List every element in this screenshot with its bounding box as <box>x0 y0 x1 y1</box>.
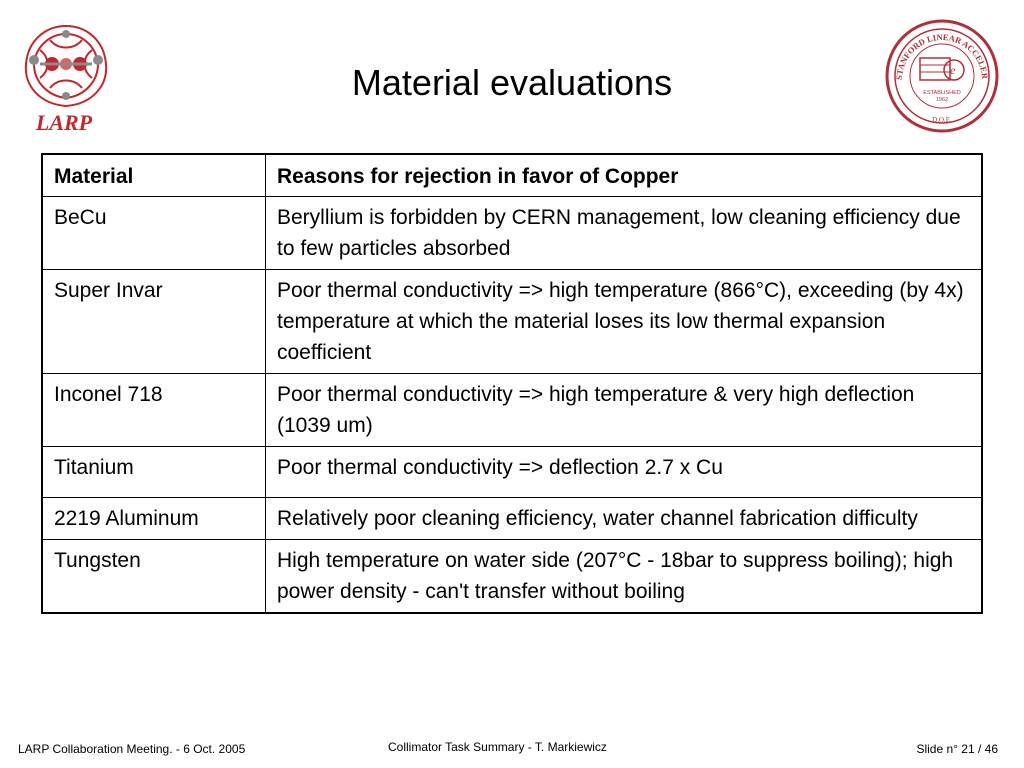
larp-logo-text: LARP <box>35 110 93 135</box>
material-cell: Tungsten <box>41 539 266 614</box>
table-row: Super Invar Poor thermal conductivity =>… <box>41 269 983 374</box>
slac-seal: STANFORD LINEAR ACCELERATOR CENTER e EST… <box>884 18 999 133</box>
table-row: Inconel 718 Poor thermal conductivity =>… <box>41 373 983 447</box>
reason-cell: High temperature on water side (207°C - … <box>265 539 983 614</box>
material-table: Material Reasons for rejection in favor … <box>41 153 983 614</box>
footer-slide-number: Slide n° 21 / 46 <box>916 742 998 756</box>
table-header-row: Material Reasons for rejection in favor … <box>41 153 983 197</box>
material-cell: Inconel 718 <box>41 373 266 447</box>
reason-cell: Poor thermal conductivity => deflection … <box>265 446 983 498</box>
column-header-reasons: Reasons for rejection in favor of Copper <box>265 153 983 197</box>
column-header-material: Material <box>41 153 266 197</box>
slide-title: Material evaluations <box>351 62 673 103</box>
svg-text:e: e <box>950 63 956 77</box>
table-row: BeCu Beryllium is forbidden by CERN mana… <box>41 196 983 270</box>
reason-cell: Beryllium is forbidden by CERN managemen… <box>265 196 983 270</box>
svg-text:1962: 1962 <box>936 97 948 103</box>
material-cell: Titanium <box>41 446 266 498</box>
reason-cell: Poor thermal conductivity => high temper… <box>265 373 983 447</box>
material-cell: Super Invar <box>41 269 266 374</box>
reason-cell: Relatively poor cleaning efficiency, wat… <box>265 497 983 540</box>
larp-logo <box>24 24 108 108</box>
table-row: 2219 Aluminum Relatively poor cleaning e… <box>41 497 983 540</box>
footer-meeting: LARP Collaboration Meeting. - 6 Oct. 200… <box>18 742 246 756</box>
reason-cell: Poor thermal conductivity => high temper… <box>265 269 983 374</box>
footer-talk-title: Collimator Task Summary - T. Markiewicz <box>388 740 607 754</box>
material-cell: 2219 Aluminum <box>41 497 266 540</box>
material-cell: BeCu <box>41 196 266 270</box>
svg-text:D.O.E.: D.O.E. <box>932 116 952 124</box>
svg-text:ESTABLISHED: ESTABLISHED <box>923 90 961 96</box>
table-row: Tungsten High temperature on water side … <box>41 539 983 614</box>
table-row: Titanium Poor thermal conductivity => de… <box>41 446 983 498</box>
